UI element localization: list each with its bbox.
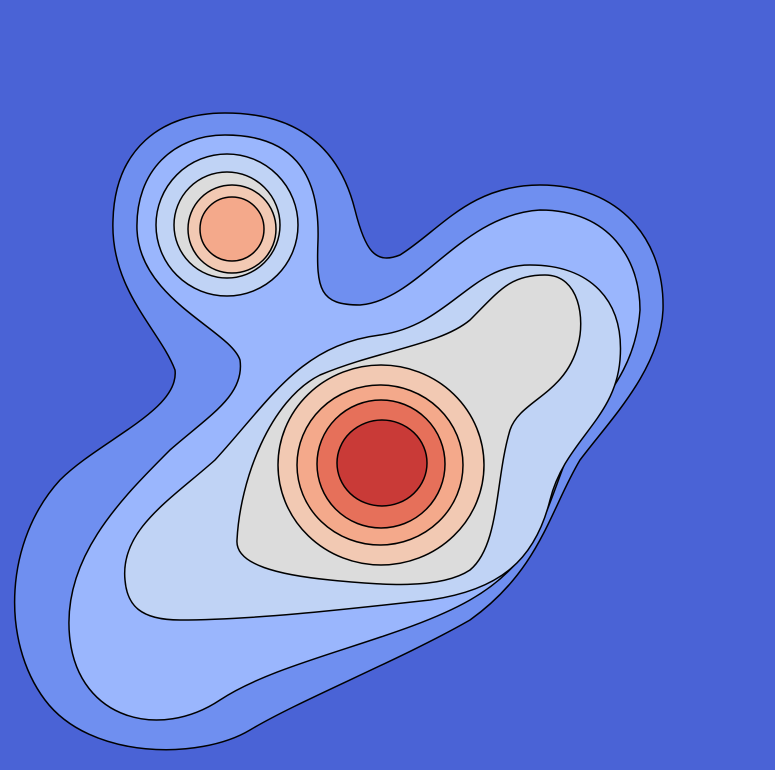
contour-band: [199, 196, 265, 262]
contour-band: [336, 419, 428, 507]
